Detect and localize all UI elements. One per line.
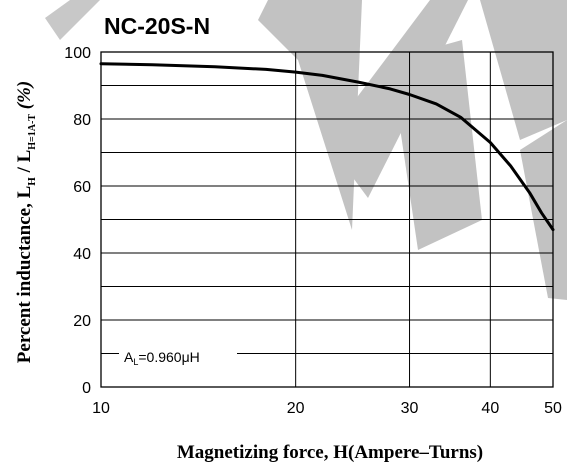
- y-tick-label: 100: [64, 45, 91, 62]
- x-tick-label: 10: [92, 400, 110, 417]
- watermark-stroke-5: [480, 0, 567, 140]
- y-axis-label-sep: / L: [14, 150, 35, 177]
- chart-title: NC-20S-N: [104, 13, 210, 39]
- x-tick-label: 50: [544, 400, 562, 417]
- y-tick-label: 0: [82, 380, 91, 397]
- watermark-stroke-6: [520, 120, 567, 300]
- y-tick-label: 60: [73, 179, 91, 196]
- watermark-stroke-4: [390, 40, 482, 250]
- y-axis-label-main: Percent inductance, L: [14, 186, 35, 364]
- y-tick-labels: 0 20 40 60 80 100: [64, 45, 91, 397]
- x-tick-labels: 10 20 30 40 50: [92, 400, 562, 417]
- y-axis-label-sub1: H: [26, 177, 38, 186]
- series-line: [99, 62, 555, 232]
- inductance-annotation: AL=0.960μH: [119, 344, 237, 368]
- y-axis-label-sub2: H=1A-T: [27, 114, 38, 150]
- watermark: [45, 0, 567, 300]
- y-tick-label: 80: [73, 112, 91, 129]
- x-tick-label: 20: [287, 400, 305, 417]
- y-axis-label-unit: (%): [14, 81, 35, 114]
- watermark-stroke-1: [45, 0, 100, 40]
- annotation-background: [119, 344, 237, 368]
- plot-frame: [100, 51, 554, 388]
- x-tick-label: 30: [401, 400, 419, 417]
- annotation-value: =0.960μH: [138, 349, 199, 365]
- watermark-stroke-2: [258, 0, 362, 230]
- annotation-main: A: [124, 349, 134, 365]
- x-axis-label: Magnetizing force, H(Ampere–Turns): [177, 442, 483, 463]
- annotation-text: AL=0.960μH: [124, 349, 200, 367]
- x-tick-label: 40: [481, 400, 499, 417]
- y-tick-label: 40: [73, 246, 91, 263]
- y-axis-label: Percent inductance, LH / LH=1A-T (%): [14, 81, 38, 363]
- annotation-subscript: L: [133, 357, 138, 367]
- y-tick-label: 20: [73, 313, 91, 330]
